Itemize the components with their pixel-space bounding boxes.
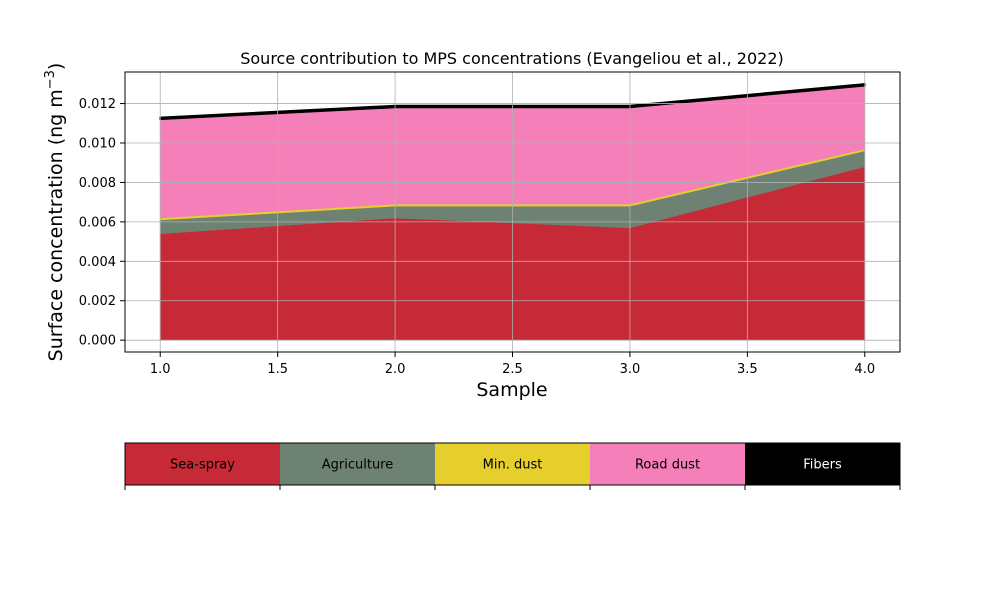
y-axis-label-end: ) <box>45 63 67 70</box>
grid-lines <box>125 72 900 352</box>
x-axis-ticks: 1.0 1.5 2.0 2.5 3.0 3.5 4.0 <box>150 352 875 377</box>
legend-swatch-agriculture <box>280 443 435 485</box>
y-axis-label-sup: −3 <box>43 70 58 89</box>
legend-label-min-dust: Min. dust <box>483 458 543 473</box>
x-axis-label: Sample <box>476 379 547 401</box>
x-tick-label: 3.5 <box>737 362 758 377</box>
legend-label-sea-spray: Sea-spray <box>170 458 235 473</box>
legend-frame <box>124 442 901 486</box>
chart-title: Source contribution to MPS concentration… <box>240 49 784 68</box>
x-tick-label: 1.0 <box>150 362 171 377</box>
legend-swatch-fibers <box>745 443 900 485</box>
y-tick-label: 0.000 <box>79 334 116 349</box>
x-tick-label: 2.5 <box>502 362 523 377</box>
legend-swatch-sea-spray <box>125 443 280 485</box>
legend: Sea-spray Agriculture Min. dust Road dust Fi… <box>124 442 901 490</box>
y-tick-label: 0.002 <box>79 294 116 309</box>
x-tick-label: 1.5 <box>267 362 288 377</box>
x-tick-label: 3.0 <box>620 362 641 377</box>
y-tick-label: 0.010 <box>79 136 116 151</box>
y-tick-label: 0.006 <box>79 215 116 230</box>
legend-swatch-road-dust <box>590 443 745 485</box>
y-axis-label: Surface concentration (ng m−3) <box>43 63 67 362</box>
legend-label-agriculture: Agriculture <box>322 458 394 473</box>
y-tick-label: 0.004 <box>79 255 116 270</box>
legend-label-road-dust: Road dust <box>635 458 700 473</box>
y-axis-label-main: Surface concentration (ng m <box>45 89 67 361</box>
y-tick-label: 0.008 <box>79 176 116 191</box>
x-tick-label: 2.0 <box>385 362 406 377</box>
legend-swatch-min-dust <box>435 443 590 485</box>
legend-label-fibers: Fibers <box>803 458 842 473</box>
y-axis-ticks: 0.000 0.002 0.004 0.006 0.008 0.010 0.012 <box>79 97 125 349</box>
y-tick-label: 0.012 <box>79 97 116 112</box>
x-tick-label: 4.0 <box>854 362 875 377</box>
